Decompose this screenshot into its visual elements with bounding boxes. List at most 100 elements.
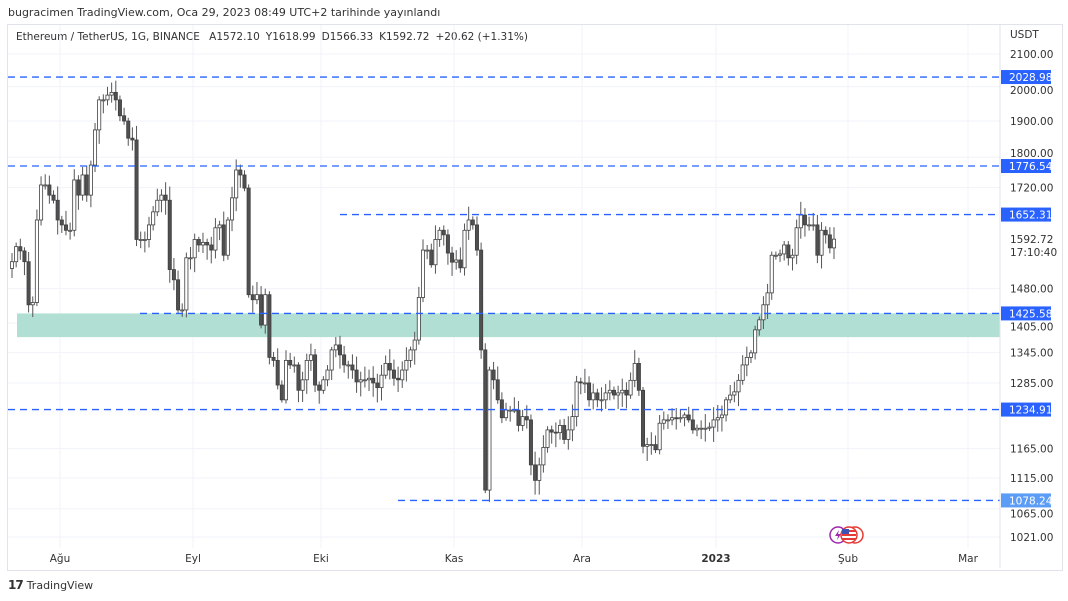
candle-body — [55, 199, 60, 221]
candle-body — [773, 254, 778, 257]
candle-body — [757, 319, 762, 331]
candle-body — [695, 427, 700, 431]
candle-body — [379, 374, 384, 389]
candle-body — [823, 229, 828, 236]
candle-body — [807, 224, 812, 227]
candle-body — [645, 444, 650, 447]
time-tick-label: Mar — [958, 553, 978, 565]
time-tick-label: Eyl — [185, 553, 201, 565]
price-tick-label: 1900.00 — [1010, 116, 1053, 128]
candle-body — [387, 363, 392, 371]
brand-name[interactable]: TradingView — [26, 578, 94, 592]
candle-body — [230, 197, 235, 221]
candle-body — [815, 224, 820, 256]
footer: 17 TradingView — [8, 578, 93, 592]
candle-body — [308, 354, 313, 361]
candle-body — [678, 417, 683, 420]
candle-body — [205, 242, 210, 246]
candle-body — [433, 239, 438, 266]
candle-body — [238, 169, 243, 176]
candle-body — [97, 99, 102, 131]
price-axis[interactable]: 2100.00 2000.00 1900.00 1800.00 1720.00 1480.… — [1010, 49, 1053, 544]
level-price-badge — [1001, 402, 1051, 417]
candle-body — [744, 356, 749, 366]
candle-body — [146, 224, 151, 240]
candle-body — [176, 279, 181, 311]
candle-body — [267, 294, 272, 358]
candle-body — [802, 214, 807, 226]
price-tick-label: 1285.00 — [1010, 378, 1053, 390]
candle-body — [454, 259, 459, 263]
candle-body — [429, 249, 434, 266]
candle-body — [213, 227, 218, 251]
candle-body — [329, 349, 334, 371]
candle-body — [827, 234, 832, 249]
time-tick-label: Şub — [838, 553, 858, 565]
level-price-badge — [1001, 159, 1051, 174]
publish-info: bugracimen TradingView.com, Oca 29, 2023… — [8, 6, 441, 19]
candle-body — [225, 219, 230, 256]
last-price-label: 1592.72 17:10:40 — [1010, 234, 1057, 259]
candle-body — [495, 379, 500, 401]
candle-body — [26, 261, 31, 306]
candle-body — [375, 382, 380, 389]
candle-body — [607, 389, 612, 394]
candle-body — [84, 174, 89, 196]
chart-frame[interactable] — [7, 24, 1063, 571]
candle-body — [661, 419, 666, 424]
price-tick-label: 2100.00 — [1010, 49, 1053, 61]
horizontal-levels: 2028.98 1776.54 1652.31 1425.58 1234.91 1078.… — [8, 70, 1053, 508]
candle-body — [76, 179, 81, 196]
candle-body — [470, 219, 475, 226]
event-icons — [829, 526, 864, 544]
candle-body — [520, 416, 525, 426]
candle-body — [259, 294, 264, 326]
price-tick-label: 2000.00 — [1010, 85, 1053, 97]
candle-body — [391, 369, 396, 379]
grid — [8, 25, 1000, 548]
candle-body — [782, 244, 787, 255]
price-tick-label: 1115.00 — [1010, 473, 1053, 485]
candle-body — [22, 250, 27, 263]
candle-body — [68, 229, 73, 232]
candle-body — [420, 249, 425, 298]
candle-body — [570, 416, 575, 431]
candle-body — [155, 199, 160, 213]
time-tick-label: 2023 — [701, 553, 730, 565]
tradingview-logo-icon[interactable]: 17 — [8, 578, 24, 592]
candle-body — [628, 379, 633, 396]
candle-body — [462, 229, 467, 269]
level-price-label: 1234.91 — [1009, 405, 1052, 417]
candle-body — [408, 349, 413, 361]
support-zone — [17, 313, 1000, 338]
symbol-name[interactable]: Ethereum / TetherUS, 1G, BINANCE — [16, 31, 200, 43]
candle-body — [34, 219, 39, 303]
price-tick-label: 1165.00 — [1010, 444, 1053, 456]
candle-body — [9, 261, 14, 269]
candle-body — [43, 184, 48, 187]
candle-body — [242, 174, 247, 189]
candle-body — [483, 349, 488, 491]
candle-body — [167, 199, 172, 270]
candle-body — [180, 309, 185, 312]
price-tick-label: 1405.00 — [1010, 321, 1053, 333]
candle-body — [196, 239, 201, 246]
symbol-legend: Ethereum / TetherUS, 1G, BINANCE A1572.1… — [16, 31, 534, 43]
candle-body — [603, 392, 608, 401]
us-flag-icon[interactable] — [840, 526, 864, 544]
candle-body — [358, 379, 363, 383]
candle-body — [18, 246, 23, 252]
candle-body — [765, 292, 770, 306]
candle-body — [437, 229, 442, 240]
time-axis[interactable]: Ağu Eyl Eki Kas Ara 2023 Şub Mar — [50, 553, 979, 565]
candle-body — [283, 359, 288, 401]
candle-body — [761, 304, 766, 321]
candle-body — [317, 384, 322, 391]
candle-body — [279, 384, 284, 401]
candle-body — [545, 429, 550, 448]
candle-body — [192, 239, 197, 259]
candle-body — [786, 244, 791, 259]
candle-body — [304, 359, 309, 381]
candle-body — [122, 115, 127, 122]
